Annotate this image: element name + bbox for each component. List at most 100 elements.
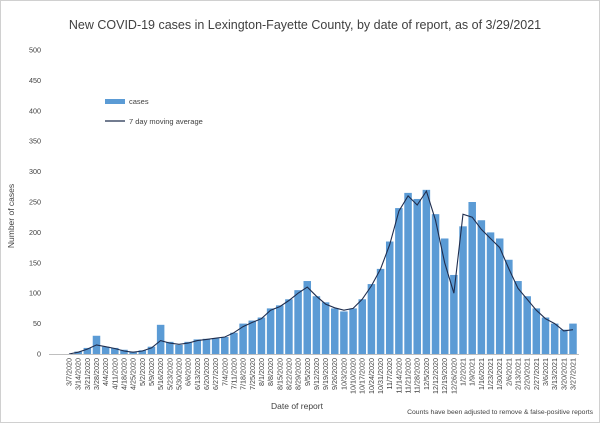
x-tick-label: 12/19/2020: [440, 358, 449, 394]
cases-bar: [541, 317, 550, 354]
x-tick-label: 12/5/2020: [422, 358, 431, 390]
y-tick-label: 250: [29, 198, 41, 207]
x-tick-label: 3/13/2021: [550, 358, 559, 390]
cases-bar: [257, 317, 266, 354]
cases-bar: [221, 336, 229, 354]
x-tick-label: 8/22/2020: [284, 358, 293, 390]
cases-bar: [166, 341, 174, 354]
chart-footnote: Counts have been adjusted to remove & fa…: [407, 409, 593, 416]
x-tick-label: 2/6/2021: [504, 358, 513, 386]
cases-bar: [101, 346, 110, 354]
x-tick-label: 3/28/2020: [92, 358, 101, 390]
cases-bar: [276, 305, 284, 354]
x-tick-label: 10/31/2020: [376, 358, 385, 394]
x-tick-label: 5/23/2020: [165, 358, 174, 390]
x-tick-label: 4/25/2020: [129, 358, 138, 390]
x-tick-label: 3/7/2020: [65, 358, 74, 386]
x-tick-label: 9/19/2020: [321, 358, 330, 390]
x-tick-label: 7/25/2020: [248, 358, 257, 390]
cases-bar: [477, 220, 486, 354]
y-tick-label: 200: [29, 228, 41, 237]
x-tick-label: 1/16/2021: [477, 358, 486, 390]
moving-average-line: [68, 189, 574, 355]
cases-bar: [330, 308, 339, 354]
cases-bar: [266, 308, 275, 354]
x-tick-label: 4/4/2020: [101, 358, 110, 386]
cases-bar: [120, 349, 128, 354]
cases-bar: [376, 268, 385, 354]
x-tick-label: 3/14/2020: [74, 358, 83, 390]
cases-bar: [523, 296, 531, 354]
cases-bar: [413, 198, 421, 354]
x-tick-label: 10/3/2020: [339, 358, 348, 390]
cases-bar: [395, 208, 403, 354]
cases-bar: [111, 347, 119, 354]
cases-bar: [294, 290, 302, 354]
cases-bar: [431, 214, 440, 354]
x-axis-ticks: 3/7/2020 3/14/2020 3/21/2020 3/28/2020 4/4/2…: [65, 358, 578, 394]
x-tick-label: 8/8/2020: [266, 358, 275, 386]
x-axis-label: Date of report: [271, 401, 324, 411]
x-tick-label: 8/1/2020: [257, 358, 266, 386]
cases-bar: [303, 281, 312, 354]
x-tick-label: 2/27/2021: [532, 358, 541, 390]
cases-bar: [193, 339, 202, 354]
cases-bar: [532, 308, 541, 354]
cases-bar: [202, 338, 211, 354]
x-tick-label: 5/30/2020: [174, 358, 183, 390]
x-tick-label: 8/15/2020: [275, 358, 284, 390]
cases-bar: [358, 299, 366, 354]
cases-bar: [147, 346, 156, 354]
cases-bar: [285, 299, 293, 354]
x-tick-label: 11/28/2020: [413, 358, 422, 393]
cases-bar: [74, 351, 82, 354]
x-tick-label: 11/14/2020: [394, 358, 403, 393]
cases-bar: [184, 341, 192, 354]
x-tick-label: 4/18/2020: [119, 358, 128, 390]
y-tick-label: 500: [29, 46, 41, 55]
x-tick-label: 7/4/2020: [220, 358, 229, 386]
cases-bar: [505, 259, 513, 354]
x-tick-label: 2/13/2021: [514, 358, 523, 390]
cases-bar: [312, 296, 321, 354]
cases-bar: [440, 238, 449, 354]
cases-bar: [486, 232, 495, 354]
cases-bar: [569, 323, 577, 354]
x-tick-label: 6/27/2020: [211, 358, 220, 390]
x-tick-label: 3/21/2020: [83, 358, 92, 390]
cases-bar: [560, 329, 568, 354]
x-tick-label: 1/9/2021: [468, 358, 477, 386]
chart-title: New COVID-19 cases in Lexington-Fayette …: [69, 18, 541, 32]
cases-bar: [450, 274, 458, 354]
cases-bar: [404, 192, 412, 354]
legend-label-moving-average: 7 day moving average: [129, 117, 203, 126]
cases-bar: [422, 189, 431, 354]
x-tick-label: 4/11/2020: [110, 358, 119, 389]
cases-bar: [550, 323, 559, 354]
x-tick-label: 1/30/2021: [495, 358, 504, 390]
cases-bar: [321, 302, 330, 354]
cases-bar: [468, 202, 476, 354]
x-tick-label: 9/12/2020: [312, 358, 321, 390]
x-tick-label: 3/6/2021: [541, 358, 550, 386]
legend: cases 7 day moving average: [105, 97, 203, 126]
y-tick-label: 0: [37, 350, 41, 359]
cases-bar: [459, 226, 467, 354]
cases-bar: [230, 332, 238, 354]
x-tick-label: 2/20/2021: [523, 358, 532, 390]
x-tick-label: 10/17/2020: [358, 358, 367, 394]
cases-bar: [495, 238, 504, 354]
x-tick-label: 5/2/2020: [138, 358, 147, 386]
cases-bar: [175, 344, 183, 354]
cases-bar: [211, 338, 220, 354]
x-tick-label: 10/24/2020: [367, 358, 376, 394]
legend-label-cases: cases: [129, 97, 149, 106]
x-tick-label: 9/26/2020: [330, 358, 339, 390]
x-tick-label: 5/9/2020: [147, 358, 156, 386]
x-tick-label: 1/23/2021: [486, 358, 495, 390]
cases-bar: [129, 351, 137, 354]
x-tick-label: 3/27/2021: [569, 358, 578, 390]
cases-bar: [248, 320, 257, 354]
